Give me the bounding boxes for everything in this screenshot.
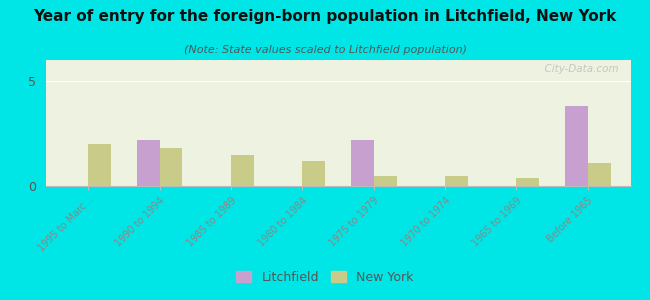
Bar: [88, 144, 111, 186]
Bar: [565, 106, 588, 186]
Bar: [231, 154, 254, 186]
Bar: [351, 140, 374, 186]
Text: (Note: State values scaled to Litchfield population): (Note: State values scaled to Litchfield…: [183, 45, 467, 55]
Bar: [136, 140, 160, 186]
Bar: [374, 176, 396, 186]
Text: City-Data.com: City-Data.com: [538, 64, 619, 74]
Bar: [516, 178, 540, 186]
Bar: [160, 148, 183, 186]
Text: Year of entry for the foreign-born population in Litchfield, New York: Year of entry for the foreign-born popul…: [33, 9, 617, 24]
Bar: [445, 176, 468, 186]
Bar: [588, 163, 610, 186]
Legend: Litchfield, New York: Litchfield, New York: [233, 267, 417, 288]
Bar: [302, 161, 325, 186]
